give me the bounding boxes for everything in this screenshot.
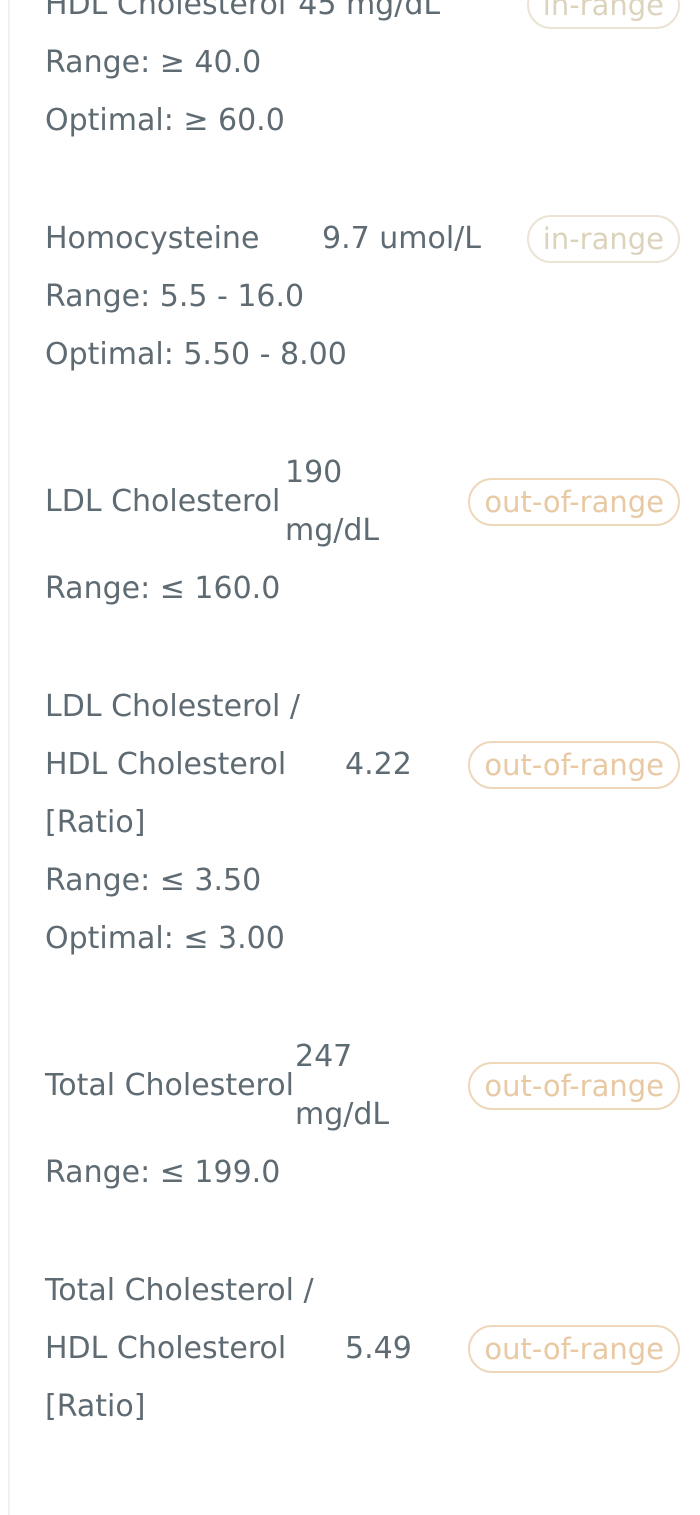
result-range: Range: 5.5 - 16.0 (45, 279, 305, 314)
status-badge: out-of-range (468, 1062, 680, 1110)
result-range: Range: ≤ 3.50 (45, 863, 262, 898)
result-optimal: Optimal: ≤ 3.00 (45, 921, 285, 956)
result-item[interactable]: LDL Cholesterol / HDL Cholesterol [Ratio… (45, 678, 680, 968)
status-badge: in-range (526, 215, 680, 263)
result-name: Total Cholesterol (45, 1068, 294, 1103)
result-value: 5.49 (345, 1331, 412, 1366)
result-item[interactable]: HDL Cholesterol 45 mg/dL in-range Range:… (45, 0, 680, 150)
result-name: LDL Cholesterol / HDL Cholesterol [Ratio… (45, 689, 301, 840)
result-value: 247 mg/dL (295, 1039, 390, 1132)
result-name: Total Cholesterol / HDL Cholesterol [Rat… (45, 1273, 314, 1424)
result-range: Range: ≥ 40.0 (45, 45, 262, 80)
scroll-edge (8, 0, 10, 1515)
result-name: HDL Cholesterol (45, 0, 287, 22)
result-name: LDL Cholesterol (45, 484, 281, 519)
result-item[interactable]: Homocysteine 9.7 umol/L in-range Range: … (45, 210, 680, 384)
status-badge: out-of-range (468, 741, 680, 789)
result-optimal: Optimal: 5.50 - 8.00 (45, 337, 347, 372)
result-item[interactable]: Total Cholesterol 247 mg/dL out-of-range… (45, 1028, 680, 1202)
result-item[interactable]: LDL Cholesterol 190 mg/dL out-of-range R… (45, 444, 680, 618)
result-range: Range: ≤ 199.0 (45, 1155, 281, 1190)
status-badge: out-of-range (468, 1325, 680, 1373)
status-badge: out-of-range (468, 478, 680, 526)
result-value: 4.22 (345, 747, 412, 782)
result-name: Homocysteine (45, 221, 260, 256)
result-value: 190 mg/dL (285, 455, 380, 548)
result-item[interactable]: Total Cholesterol / HDL Cholesterol [Rat… (45, 1262, 680, 1436)
result-optimal: Optimal: ≥ 60.0 (45, 103, 285, 138)
result-range: Range: ≤ 160.0 (45, 571, 281, 606)
result-value: 45 mg/dL (298, 0, 441, 22)
lab-results-list: HDL Cholesterol 45 mg/dL in-range Range:… (45, 0, 680, 1496)
status-badge: in-range (526, 0, 680, 29)
result-value: 9.7 umol/L (322, 221, 481, 256)
